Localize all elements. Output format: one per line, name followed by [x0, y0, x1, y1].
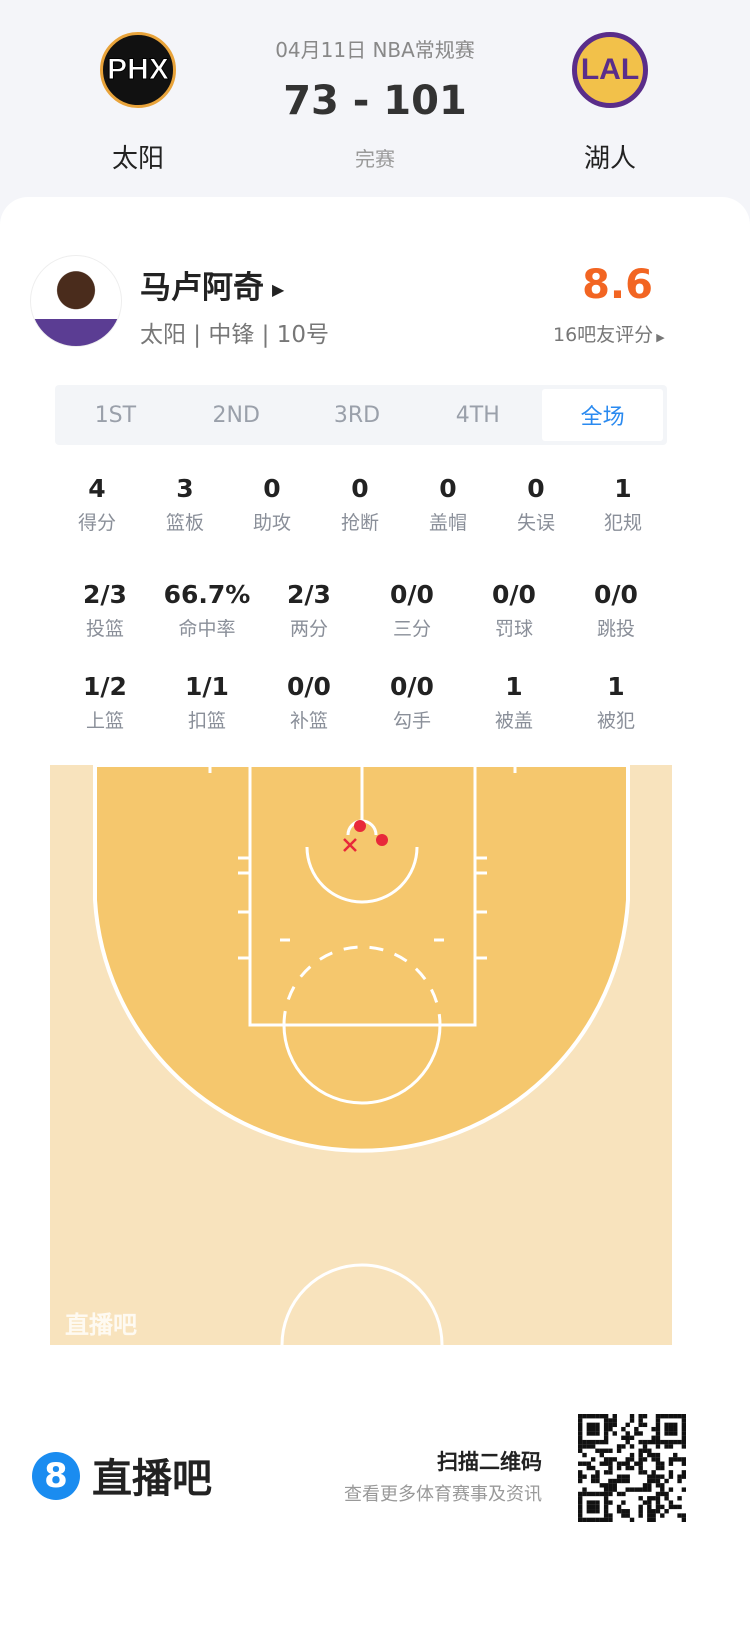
- stat-item: 2/3 投篮: [55, 580, 155, 641]
- stat-value: 2/3: [287, 580, 331, 609]
- stat-label: 得分: [77, 512, 116, 534]
- player-avatar[interactable]: [30, 255, 122, 347]
- stat-label: 助攻: [252, 512, 291, 534]
- stat-item: 1/2 上篮: [55, 672, 155, 733]
- stat-label: 补篮: [289, 710, 328, 732]
- caret-right-icon: ▶: [656, 331, 665, 344]
- tab-2nd[interactable]: 2ND: [212, 402, 260, 428]
- missed-shot-marker: [343, 838, 357, 852]
- tab-full-game[interactable]: 全场: [542, 389, 663, 441]
- stat-value: 4: [88, 474, 106, 503]
- home-team-name: 太阳: [111, 144, 164, 174]
- phx-team-logo[interactable]: PHX: [100, 32, 176, 108]
- stat-label: 两分: [289, 618, 328, 640]
- stat-value: 0: [351, 474, 369, 503]
- stat-value: 3: [176, 474, 194, 503]
- made-shot-marker: [376, 834, 388, 846]
- stat-item: 0/0 跳投: [566, 580, 666, 641]
- lal-team-logo[interactable]: LAL: [572, 32, 648, 108]
- rating-link[interactable]: 16吧友评分 ▶: [553, 320, 665, 347]
- stat-label: 上篮: [85, 710, 124, 732]
- free-throw-circle-bottom: [282, 1024, 442, 1105]
- match-status: 完赛: [355, 147, 395, 171]
- stat-value: 0/0: [390, 672, 434, 701]
- stat-item: 0 失误: [486, 474, 586, 535]
- match-date-league: 04月11日 NBA常规赛: [275, 38, 475, 62]
- stat-item: 0 助攻: [222, 474, 322, 535]
- stat-label: 跳投: [596, 618, 635, 640]
- tab-1st[interactable]: 1ST: [94, 402, 137, 428]
- stat-label: 被犯: [596, 710, 635, 732]
- paint: [248, 765, 477, 1027]
- stat-label: 勾手: [392, 710, 431, 732]
- caret-right-icon: ▶: [272, 280, 285, 299]
- stat-label: 命中率: [178, 618, 236, 640]
- made-shot-marker: [354, 820, 366, 832]
- brand-name: 直播吧: [92, 1456, 212, 1502]
- stat-item: 1 被盖: [464, 672, 564, 733]
- court-ticks: [208, 765, 517, 960]
- stat-item: 3 篮板: [135, 474, 235, 535]
- three-point-line: [93, 765, 630, 1153]
- stat-item: 0/0 补篮: [259, 672, 359, 733]
- stat-value: 1/2: [83, 672, 127, 701]
- restricted-area: [305, 846, 419, 904]
- tab-3rd[interactable]: 3RD: [333, 402, 381, 428]
- stat-value: 0: [527, 474, 545, 503]
- qr-code[interactable]: [578, 1414, 686, 1522]
- stat-label: 篮板: [165, 512, 204, 534]
- tab-4th[interactable]: 4TH: [455, 402, 500, 428]
- stat-label: 三分: [392, 618, 431, 640]
- stat-value: 1: [614, 474, 632, 503]
- stat-label: 被盖: [494, 710, 533, 732]
- stat-label: 犯规: [603, 512, 642, 534]
- scan-subtitle: 查看更多体育赛事及资讯: [344, 1484, 542, 1505]
- stat-value: 0: [263, 474, 281, 503]
- stat-label: 失误: [516, 512, 555, 534]
- stat-value: 0/0: [287, 672, 331, 701]
- stat-item: 2/3 两分: [259, 580, 359, 641]
- center-circle: [280, 1263, 444, 1345]
- away-team-name: 湖人: [583, 144, 636, 174]
- stat-item: 0/0 罚球: [464, 580, 564, 641]
- stat-value: 0/0: [390, 580, 434, 609]
- stat-value: 1/1: [185, 672, 229, 701]
- period-tabs: 1ST 2ND 3RD 4TH 全场: [55, 385, 667, 445]
- player-info: 太阳 | 中锋 | 10号: [140, 322, 330, 348]
- stat-item: 0 盖帽: [398, 474, 498, 535]
- player-name[interactable]: 马卢阿奇 ▶: [140, 262, 284, 307]
- player-rating: 8.6: [582, 262, 653, 308]
- stat-item: 1 被犯: [566, 672, 666, 733]
- scan-title: 扫描二维码: [437, 1450, 542, 1474]
- stat-item: 1 犯规: [573, 474, 673, 535]
- stat-value: 0/0: [594, 580, 638, 609]
- stat-value: 1: [607, 672, 625, 701]
- stat-label: 盖帽: [428, 512, 467, 534]
- stat-value: 0: [439, 474, 457, 503]
- stat-item: 66.7% 命中率: [157, 580, 257, 641]
- stat-label: 投篮: [85, 618, 124, 640]
- stat-item: 4 得分: [47, 474, 147, 535]
- rating-label: 16吧友评分: [553, 324, 654, 346]
- stat-value: 0/0: [492, 580, 536, 609]
- brand-logo-icon: 8: [32, 1452, 80, 1500]
- stat-label: 扣篮: [187, 710, 226, 732]
- watermark: 直播吧: [65, 1311, 137, 1339]
- stat-label: 抢断: [340, 512, 379, 534]
- stat-value: 2/3: [83, 580, 127, 609]
- stat-item: 0/0 三分: [362, 580, 462, 641]
- stat-item: 1/1 扣篮: [157, 672, 257, 733]
- stat-value: 1: [505, 672, 523, 701]
- shot-chart: 直播吧: [50, 765, 672, 1345]
- stat-value: 66.7%: [163, 580, 251, 609]
- stat-label: 罚球: [494, 618, 533, 640]
- free-throw-circle-top: [282, 945, 442, 1026]
- player-name-text: 马卢阿奇: [140, 270, 264, 306]
- stat-item: 0/0 勾手: [362, 672, 462, 733]
- stat-item: 0 抢断: [310, 474, 410, 535]
- match-score: 73 - 101: [283, 78, 467, 124]
